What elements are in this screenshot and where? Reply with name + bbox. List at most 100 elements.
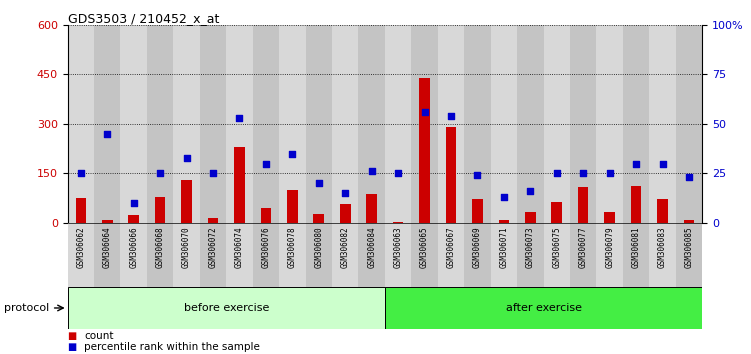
Point (604, 171, 616, 176)
Bar (464, 223, 490, 287)
Bar (623, 25, 650, 223)
Bar (438, 223, 464, 287)
Text: GSM306070: GSM306070 (182, 226, 191, 268)
Bar (445, 127, 457, 223)
Bar (631, 186, 641, 223)
Bar (252, 25, 279, 223)
Text: GSM306079: GSM306079 (605, 226, 614, 268)
Point (154, 171, 166, 176)
Bar (596, 223, 623, 287)
Text: ■: ■ (68, 342, 77, 352)
Bar (676, 223, 702, 287)
Bar (650, 223, 676, 287)
Point (683, 175, 695, 180)
Bar (313, 214, 324, 223)
Bar (173, 223, 200, 287)
Bar (279, 223, 306, 287)
Bar (385, 287, 702, 329)
Bar (252, 223, 279, 287)
Text: GSM306075: GSM306075 (552, 226, 561, 268)
Bar (68, 223, 94, 287)
Text: GSM306072: GSM306072 (209, 226, 218, 268)
Bar (650, 25, 676, 223)
Text: GSM306064: GSM306064 (103, 226, 112, 268)
Bar (94, 25, 120, 223)
Point (260, 161, 272, 166)
Bar (94, 223, 120, 287)
Bar (173, 25, 200, 223)
Bar (358, 25, 385, 223)
Text: GSM306081: GSM306081 (632, 226, 641, 268)
Point (392, 171, 404, 176)
Bar (155, 196, 165, 223)
Text: GDS3503 / 210452_x_at: GDS3503 / 210452_x_at (68, 12, 219, 25)
Bar (499, 220, 509, 223)
Bar (525, 212, 535, 223)
Bar (200, 25, 226, 223)
Bar (287, 190, 297, 223)
Bar (181, 180, 192, 223)
Bar (605, 212, 615, 223)
Bar (68, 287, 385, 329)
Bar (279, 25, 306, 223)
Point (445, 113, 457, 119)
Text: GSM306067: GSM306067 (447, 226, 456, 268)
Bar (385, 25, 412, 223)
Bar (419, 78, 430, 223)
Bar (596, 25, 623, 223)
Bar (438, 25, 464, 223)
Bar (340, 204, 351, 223)
Bar (623, 223, 650, 287)
Point (524, 188, 536, 194)
Bar (128, 215, 139, 223)
Bar (332, 25, 358, 223)
Bar (472, 199, 483, 223)
Point (550, 171, 562, 176)
Bar (261, 208, 271, 223)
Bar (147, 223, 173, 287)
Bar (68, 25, 94, 223)
Text: GSM306065: GSM306065 (420, 226, 429, 268)
Point (339, 190, 351, 196)
Text: GSM306068: GSM306068 (155, 226, 164, 268)
Bar (578, 187, 589, 223)
Bar (517, 223, 544, 287)
Point (180, 155, 192, 160)
Text: protocol: protocol (4, 303, 49, 313)
Text: GSM306076: GSM306076 (261, 226, 270, 268)
Text: GSM306073: GSM306073 (526, 226, 535, 268)
Text: GSM306082: GSM306082 (341, 226, 350, 268)
Point (101, 131, 113, 137)
Bar (226, 223, 252, 287)
Text: GSM306074: GSM306074 (235, 226, 244, 268)
Point (286, 151, 298, 156)
Bar (551, 202, 562, 223)
Point (578, 171, 590, 176)
Bar (306, 223, 332, 287)
Text: GSM306063: GSM306063 (394, 226, 403, 268)
Text: percentile rank within the sample: percentile rank within the sample (84, 342, 260, 352)
Bar (570, 223, 596, 287)
Text: GSM306084: GSM306084 (367, 226, 376, 268)
Text: GSM306069: GSM306069 (473, 226, 482, 268)
Bar (366, 194, 377, 223)
Point (312, 181, 324, 186)
Point (630, 161, 642, 166)
Bar (393, 222, 403, 223)
Text: before exercise: before exercise (183, 303, 269, 313)
Bar (676, 25, 702, 223)
Bar (200, 223, 226, 287)
Bar (490, 25, 517, 223)
Bar (544, 25, 570, 223)
Point (418, 109, 430, 115)
Text: GSM306066: GSM306066 (129, 226, 138, 268)
Bar (517, 25, 544, 223)
Bar (147, 25, 173, 223)
Point (234, 115, 246, 121)
Bar (544, 223, 570, 287)
Bar (234, 147, 245, 223)
Bar (683, 220, 694, 223)
Bar (120, 223, 147, 287)
Point (75, 171, 87, 176)
Bar (208, 218, 219, 223)
